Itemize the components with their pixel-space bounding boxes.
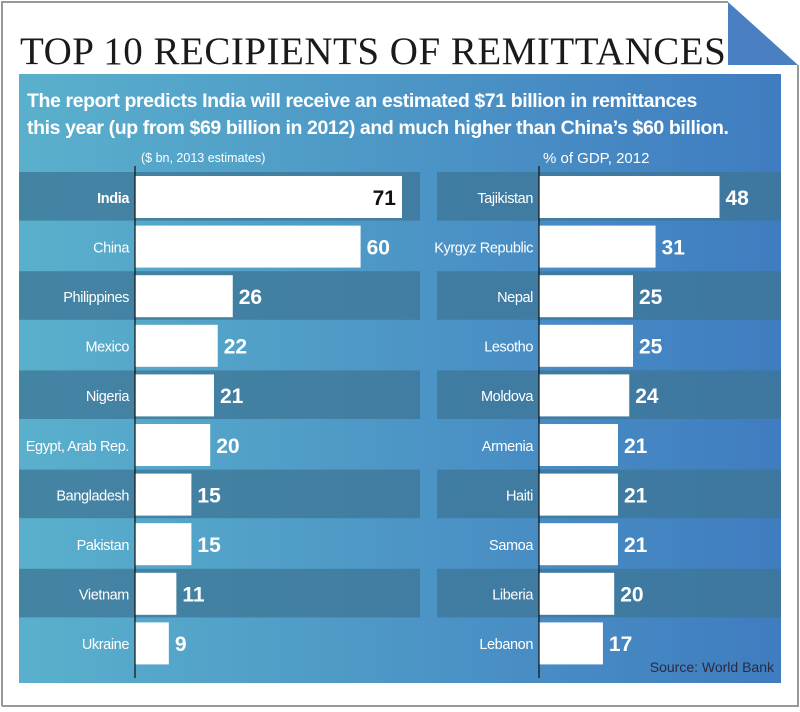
value-label: 71 <box>373 187 397 210</box>
category-label: Haiti <box>506 488 533 504</box>
row-stripe <box>19 370 420 419</box>
chart-title: TOP 10 RECIPIENTS OF REMITTANCES <box>20 30 726 73</box>
value-label: 25 <box>639 286 663 309</box>
bar-armenia <box>539 424 618 466</box>
value-label: 17 <box>609 633 632 656</box>
category-label: Liberia <box>492 588 534 604</box>
bar-philippines <box>135 275 233 318</box>
bar-tajikistan <box>539 176 720 218</box>
category-label: Lesotho <box>484 340 533 356</box>
bar-nigeria <box>135 374 214 417</box>
value-label: 20 <box>216 435 239 458</box>
subtitle-line-2: this year (up from $69 billion in 2012) … <box>27 117 729 139</box>
category-label: Ukraine <box>82 637 129 653</box>
category-label: Mexico <box>85 340 129 356</box>
category-label: Kyrgyz Republic <box>434 240 533 256</box>
bar-mexico <box>135 324 218 367</box>
right-unit-label: % of GDP, 2012 <box>543 150 649 167</box>
bar-ukraine <box>135 622 169 665</box>
category-label: Nepal <box>497 290 533 306</box>
bar-vietnam <box>135 572 177 615</box>
bar-kyrgyz-republic <box>539 225 656 268</box>
row-stripe <box>19 469 420 519</box>
bar-samoa <box>539 523 618 566</box>
category-label: Lebanon <box>479 637 533 653</box>
value-label: 11 <box>182 584 205 607</box>
source-note: Source: World Bank <box>650 659 775 675</box>
row-stripe <box>19 568 420 618</box>
value-label: 48 <box>725 187 749 210</box>
value-label: 9 <box>175 633 187 656</box>
value-label: 25 <box>639 336 663 359</box>
bar-egypt-arab-rep- <box>135 424 211 466</box>
category-label: Bangladesh <box>56 488 129 504</box>
left-unit-label: ($ bn, 2013 estimates) <box>141 151 265 165</box>
bar-china <box>135 225 361 268</box>
category-label: Tajikistan <box>477 191 533 207</box>
value-label: 21 <box>624 534 648 557</box>
value-label: 21 <box>624 484 648 507</box>
value-label: 21 <box>624 435 648 458</box>
bar-haiti <box>539 473 618 516</box>
value-label: 22 <box>224 336 247 359</box>
category-label: Moldova <box>481 389 534 405</box>
value-label: 26 <box>239 286 262 309</box>
bar-pakistan <box>135 523 192 566</box>
bar-lesotho <box>539 324 633 367</box>
value-label: 31 <box>662 236 686 259</box>
value-label: 20 <box>620 584 643 607</box>
subtitle-line-1: The report predicts India will receive a… <box>27 90 697 112</box>
category-label: Pakistan <box>77 538 130 554</box>
category-label: China <box>93 240 130 256</box>
bar-nepal <box>539 275 633 318</box>
bar-bangladesh <box>135 473 192 516</box>
category-label: Egypt, Arab Rep. <box>26 439 129 455</box>
category-label: Nigeria <box>86 389 130 405</box>
category-label: Samoa <box>489 538 534 554</box>
bar-india <box>135 176 402 218</box>
category-label: Armenia <box>482 439 535 455</box>
bar-lebanon <box>539 622 603 665</box>
value-label: 24 <box>635 385 659 408</box>
bar-liberia <box>539 572 615 615</box>
folded-corner <box>728 2 798 65</box>
value-label: 21 <box>220 385 244 408</box>
bar-moldova <box>539 374 630 417</box>
value-label: 60 <box>367 236 390 259</box>
value-label: 15 <box>197 484 221 507</box>
category-label: India <box>97 191 130 207</box>
category-label: Vietnam <box>79 588 129 604</box>
value-label: 15 <box>197 534 221 557</box>
category-label: Philippines <box>63 290 129 306</box>
